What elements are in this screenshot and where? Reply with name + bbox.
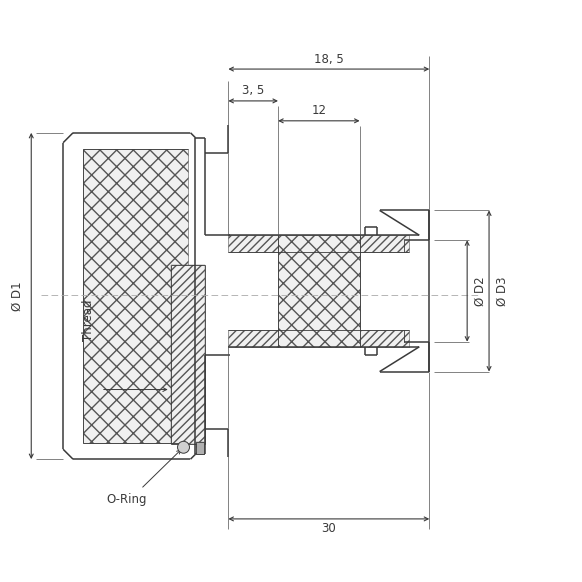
Bar (83, 148, 189, 443)
Bar (278, 235, 360, 347)
Text: 12: 12 (311, 104, 327, 118)
Bar (197, 442, 204, 454)
Bar (171, 265, 205, 444)
Text: O-Ring: O-Ring (106, 492, 147, 506)
Bar (197, 442, 204, 454)
Text: Ø D1: Ø D1 (11, 281, 24, 311)
Bar (228, 330, 409, 347)
Text: Ø D3: Ø D3 (495, 276, 509, 306)
Text: Thread: Thread (83, 299, 95, 340)
Bar (228, 235, 409, 252)
Text: 30: 30 (321, 523, 336, 535)
Text: 3, 5: 3, 5 (242, 84, 264, 97)
Circle shape (178, 441, 190, 453)
Text: 18, 5: 18, 5 (314, 52, 344, 66)
Text: Ø D2: Ø D2 (474, 276, 487, 306)
